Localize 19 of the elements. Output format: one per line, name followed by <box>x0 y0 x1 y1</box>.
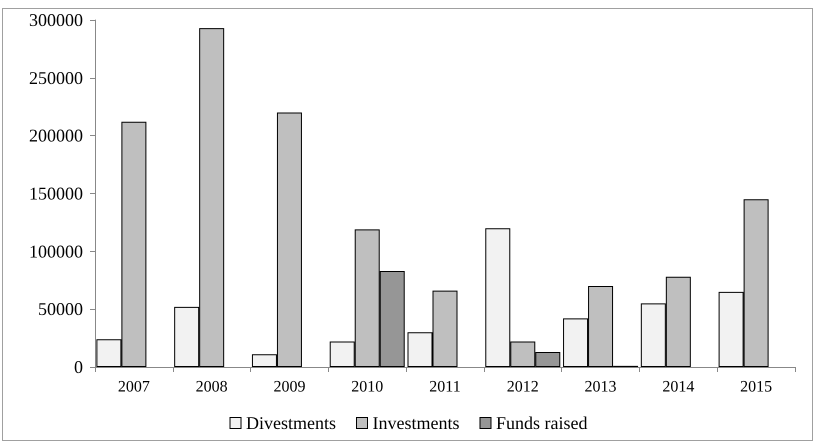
y-tick-label: 300000 <box>29 10 83 30</box>
x-tick-label: 2007 <box>118 378 150 396</box>
x-tick-label: 2011 <box>429 378 461 396</box>
y-tick-label: 0 <box>74 357 83 377</box>
legend-label: Divestments <box>246 413 336 433</box>
x-tick-label: 2012 <box>506 378 539 396</box>
y-tick-label: 200000 <box>29 126 83 146</box>
legend-label: Funds raised <box>496 413 588 433</box>
x-tick-label: 2010 <box>351 378 384 396</box>
x-tick-label: 2008 <box>196 378 228 396</box>
x-tick-label: 2015 <box>740 378 772 396</box>
x-tick-label: 2014 <box>662 378 694 396</box>
y-tick-label: 250000 <box>29 68 83 88</box>
y-tick-label: 150000 <box>29 184 83 204</box>
x-tick-label: 2013 <box>584 378 617 396</box>
x-tick-label: 2009 <box>273 378 306 396</box>
y-tick-label: 50000 <box>38 299 83 320</box>
y-tick-label: 100000 <box>29 241 83 262</box>
legend-label: Investments <box>372 413 460 433</box>
